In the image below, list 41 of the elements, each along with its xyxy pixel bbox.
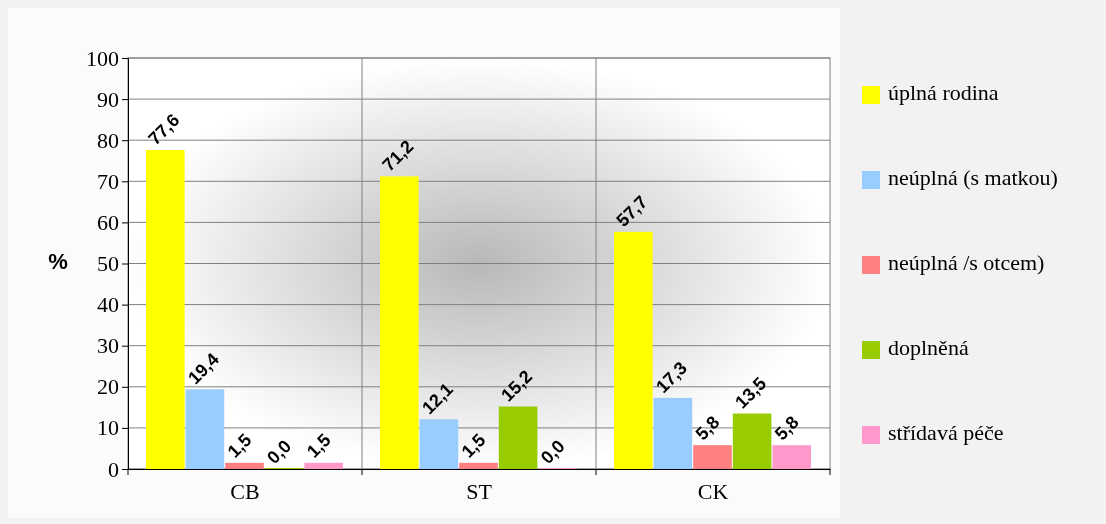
y-tick-label: 10	[97, 415, 119, 441]
data-label: 1,5	[457, 429, 490, 462]
y-tick-label: 30	[97, 333, 119, 359]
bar	[146, 150, 185, 469]
bar	[225, 462, 264, 469]
y-tick-label: 20	[97, 374, 119, 400]
bar	[653, 397, 693, 469]
bar	[380, 176, 419, 469]
y-tick-label: 40	[97, 292, 119, 318]
bar	[419, 419, 459, 469]
y-tick-label: 70	[97, 168, 119, 194]
data-label: 0,0	[263, 435, 296, 468]
y-axis-title: %	[48, 249, 68, 275]
legend-label: neúplná (s matkou)	[888, 165, 1058, 191]
y-tick-label: 60	[97, 209, 119, 235]
data-label: 5,8	[770, 412, 803, 444]
bar	[693, 445, 732, 469]
data-label: 1,5	[223, 429, 256, 462]
y-tick-label: 100	[86, 45, 119, 71]
data-label: 77,6	[144, 109, 184, 149]
x-tick-label: CB	[230, 478, 260, 504]
bar	[614, 231, 653, 469]
data-label: 1,5	[302, 429, 335, 462]
bar	[459, 462, 498, 469]
x-tick-label: CK	[697, 478, 729, 504]
y-tick-label: 50	[97, 251, 119, 277]
data-label: 0,0	[536, 435, 569, 468]
legend-label: neúplná /s otcem)	[888, 250, 1045, 276]
bar	[185, 389, 225, 469]
bar	[498, 406, 538, 469]
x-tick-label: ST	[466, 478, 493, 504]
y-tick-label: 90	[97, 86, 119, 112]
bar	[304, 462, 343, 469]
data-label: 5,8	[691, 412, 724, 444]
y-tick-label: 80	[97, 127, 119, 153]
legend-label: úplná rodina	[888, 80, 999, 106]
legend-label: střídavá péče	[888, 420, 1004, 446]
legend-label: doplněná	[888, 335, 969, 361]
bar	[772, 445, 811, 469]
bar	[732, 413, 772, 469]
y-tick-label: 0	[108, 456, 119, 482]
